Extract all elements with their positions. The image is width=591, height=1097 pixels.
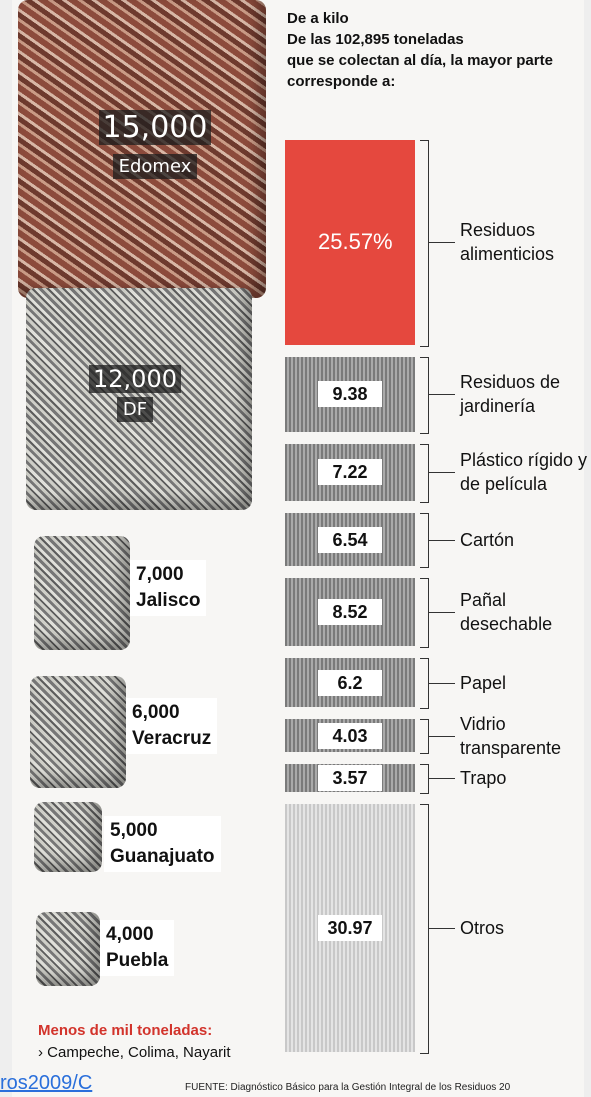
subtitle-line: que se colectan al día, la mayor parte <box>287 52 553 69</box>
bracket <box>420 577 429 648</box>
state-name: Veracruz <box>132 728 212 749</box>
note-text: › Campeche, Colima, Nayarit <box>38 1044 231 1061</box>
note-title: Menos de mil toneladas: <box>38 1022 213 1039</box>
bracket <box>420 719 429 754</box>
state-name: Jalisco <box>136 590 201 611</box>
cube <box>18 0 266 298</box>
category-label: Cartón <box>460 529 515 550</box>
bar <box>285 140 415 345</box>
state-name: Edomex <box>112 154 198 179</box>
state-name: DF <box>116 397 154 422</box>
link[interactable]: ros2009/C <box>0 1072 93 1094</box>
category-label: Papel <box>460 672 507 693</box>
header: De a kilo De las 102,895 toneladas que s… <box>287 8 553 92</box>
bracket <box>420 657 429 710</box>
amount: 5,000 <box>110 820 158 841</box>
state-name: Guanajuato <box>110 846 215 867</box>
bracket <box>420 804 429 1054</box>
state-label: 15,000 Edomex <box>90 110 220 180</box>
bracket <box>420 356 429 434</box>
category-label: Residuos alimenticios <box>460 220 555 265</box>
state-label: 12,000 DF <box>75 365 195 422</box>
value-label: 6.54 <box>318 526 382 553</box>
others-note: Menos de mil toneladas: › Campeche, Coli… <box>38 1020 231 1064</box>
bracket <box>420 513 429 568</box>
state-label: 4,000 Puebla <box>100 920 175 976</box>
state-label: 7,000 Jalisco <box>130 560 207 616</box>
subtitle-line: De las 102,895 toneladas <box>287 31 464 48</box>
value-label: 9.38 <box>318 381 382 408</box>
amount: 12,000 <box>89 365 181 393</box>
leader-line <box>429 928 455 930</box>
amount: 7,000 <box>136 564 184 585</box>
title: De a kilo <box>287 10 349 27</box>
category-label: Pañal desechable <box>460 589 553 634</box>
bracket <box>420 443 429 504</box>
bracket <box>420 763 429 795</box>
leader-line <box>429 472 455 474</box>
state-label: 6,000 Veracruz <box>126 698 218 754</box>
amount: 15,000 <box>98 110 212 145</box>
category-label: Vidrio transparente <box>460 713 562 758</box>
value-label: 7.22 <box>318 459 382 486</box>
leader-line <box>429 611 455 613</box>
leader-line <box>429 242 455 244</box>
leader-line <box>429 777 455 779</box>
state-label: 5,000 Guanajuato <box>104 816 221 872</box>
amount: 4,000 <box>106 924 154 945</box>
leader-line <box>429 394 455 396</box>
category-label: Otros <box>460 918 505 939</box>
source: FUENTE: Diagnóstico Básico para la Gesti… <box>185 1082 511 1093</box>
category-label: Plástico rígido y de película <box>460 450 588 495</box>
cube <box>34 802 102 872</box>
category-label: Residuos de jardinería <box>460 372 561 417</box>
value-label: 8.52 <box>318 598 382 625</box>
category-label: Trapo <box>460 767 507 788</box>
value-label: 3.57 <box>318 764 382 791</box>
subtitle-line: corresponde a: <box>287 73 396 90</box>
value-label: 25.57% <box>318 229 393 255</box>
leader-line <box>429 539 455 541</box>
amount: 6,000 <box>132 702 180 723</box>
cube <box>30 676 126 788</box>
leader-line <box>429 735 455 737</box>
leader-line <box>429 682 455 684</box>
cube <box>34 536 130 650</box>
value-label: 4.03 <box>318 722 382 749</box>
value-label: 6.2 <box>318 669 382 696</box>
value-label: 30.97 <box>318 915 382 942</box>
state-name: Puebla <box>106 950 169 971</box>
cube <box>36 912 100 986</box>
bracket <box>420 140 429 347</box>
